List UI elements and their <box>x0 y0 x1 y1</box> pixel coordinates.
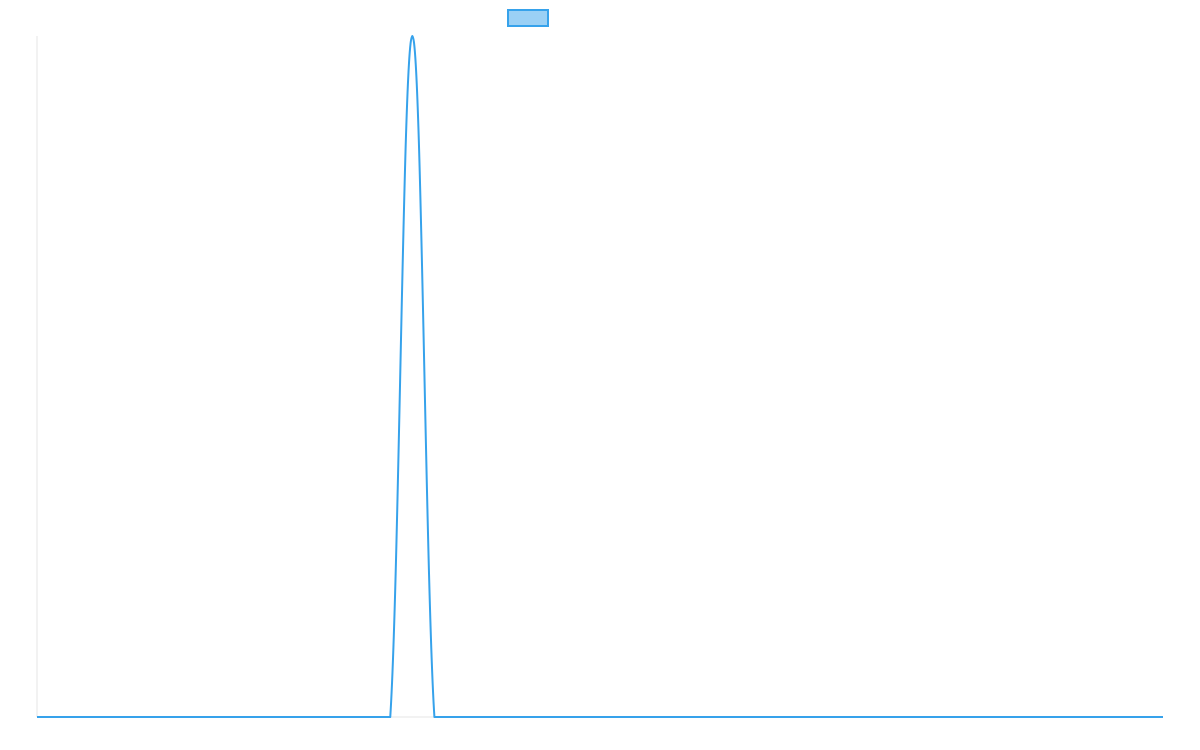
data-point[interactable] <box>807 714 813 720</box>
data-point[interactable] <box>1005 714 1011 720</box>
data-point[interactable] <box>498 714 504 720</box>
data-point[interactable] <box>1116 714 1122 720</box>
data-point[interactable] <box>586 714 592 720</box>
data-point[interactable] <box>873 714 879 720</box>
data-point[interactable] <box>1138 714 1144 720</box>
data-point[interactable] <box>255 714 261 720</box>
data-point[interactable] <box>917 714 923 720</box>
data-point[interactable] <box>233 714 239 720</box>
data-point[interactable] <box>851 714 857 720</box>
data-point[interactable] <box>763 714 769 720</box>
data-point[interactable] <box>321 714 327 720</box>
legend-swatch[interactable] <box>507 9 549 27</box>
data-point[interactable] <box>166 714 172 720</box>
data-point[interactable] <box>520 714 526 720</box>
data-point[interactable] <box>189 714 195 720</box>
data-point[interactable] <box>696 714 702 720</box>
data-point[interactable] <box>939 714 945 720</box>
data-point[interactable] <box>1160 714 1166 720</box>
data-point[interactable] <box>277 714 283 720</box>
data-point[interactable] <box>1050 714 1056 720</box>
data-point[interactable] <box>409 33 415 39</box>
data-point[interactable] <box>829 714 835 720</box>
data-point[interactable] <box>674 714 680 720</box>
data-point[interactable] <box>122 714 128 720</box>
legend[interactable] <box>507 9 549 27</box>
data-point[interactable] <box>453 714 459 720</box>
axes <box>36 36 1163 718</box>
data-point[interactable] <box>365 714 371 720</box>
data-point[interactable] <box>211 714 217 720</box>
data-point[interactable] <box>56 714 62 720</box>
data-point[interactable] <box>1028 714 1034 720</box>
data-point[interactable] <box>718 714 724 720</box>
data-point[interactable] <box>983 714 989 720</box>
data-point[interactable] <box>144 714 150 720</box>
data-point[interactable] <box>299 714 305 720</box>
data-point[interactable] <box>34 714 40 720</box>
data-point[interactable] <box>387 714 393 720</box>
data-point[interactable] <box>630 714 636 720</box>
series-layer <box>34 33 1166 720</box>
data-point[interactable] <box>100 714 106 720</box>
data-point[interactable] <box>564 714 570 720</box>
data-point[interactable] <box>343 714 349 720</box>
data-point[interactable] <box>895 714 901 720</box>
data-point[interactable] <box>741 714 747 720</box>
data-point[interactable] <box>961 714 967 720</box>
data-point[interactable] <box>476 714 482 720</box>
data-point[interactable] <box>652 714 658 720</box>
data-point[interactable] <box>542 714 548 720</box>
data-point[interactable] <box>608 714 614 720</box>
data-point[interactable] <box>785 714 791 720</box>
series-line-0 <box>36 35 1163 719</box>
data-point[interactable] <box>1094 714 1100 720</box>
data-point[interactable] <box>1072 714 1078 720</box>
data-point[interactable] <box>431 714 437 720</box>
data-point[interactable] <box>78 714 84 720</box>
